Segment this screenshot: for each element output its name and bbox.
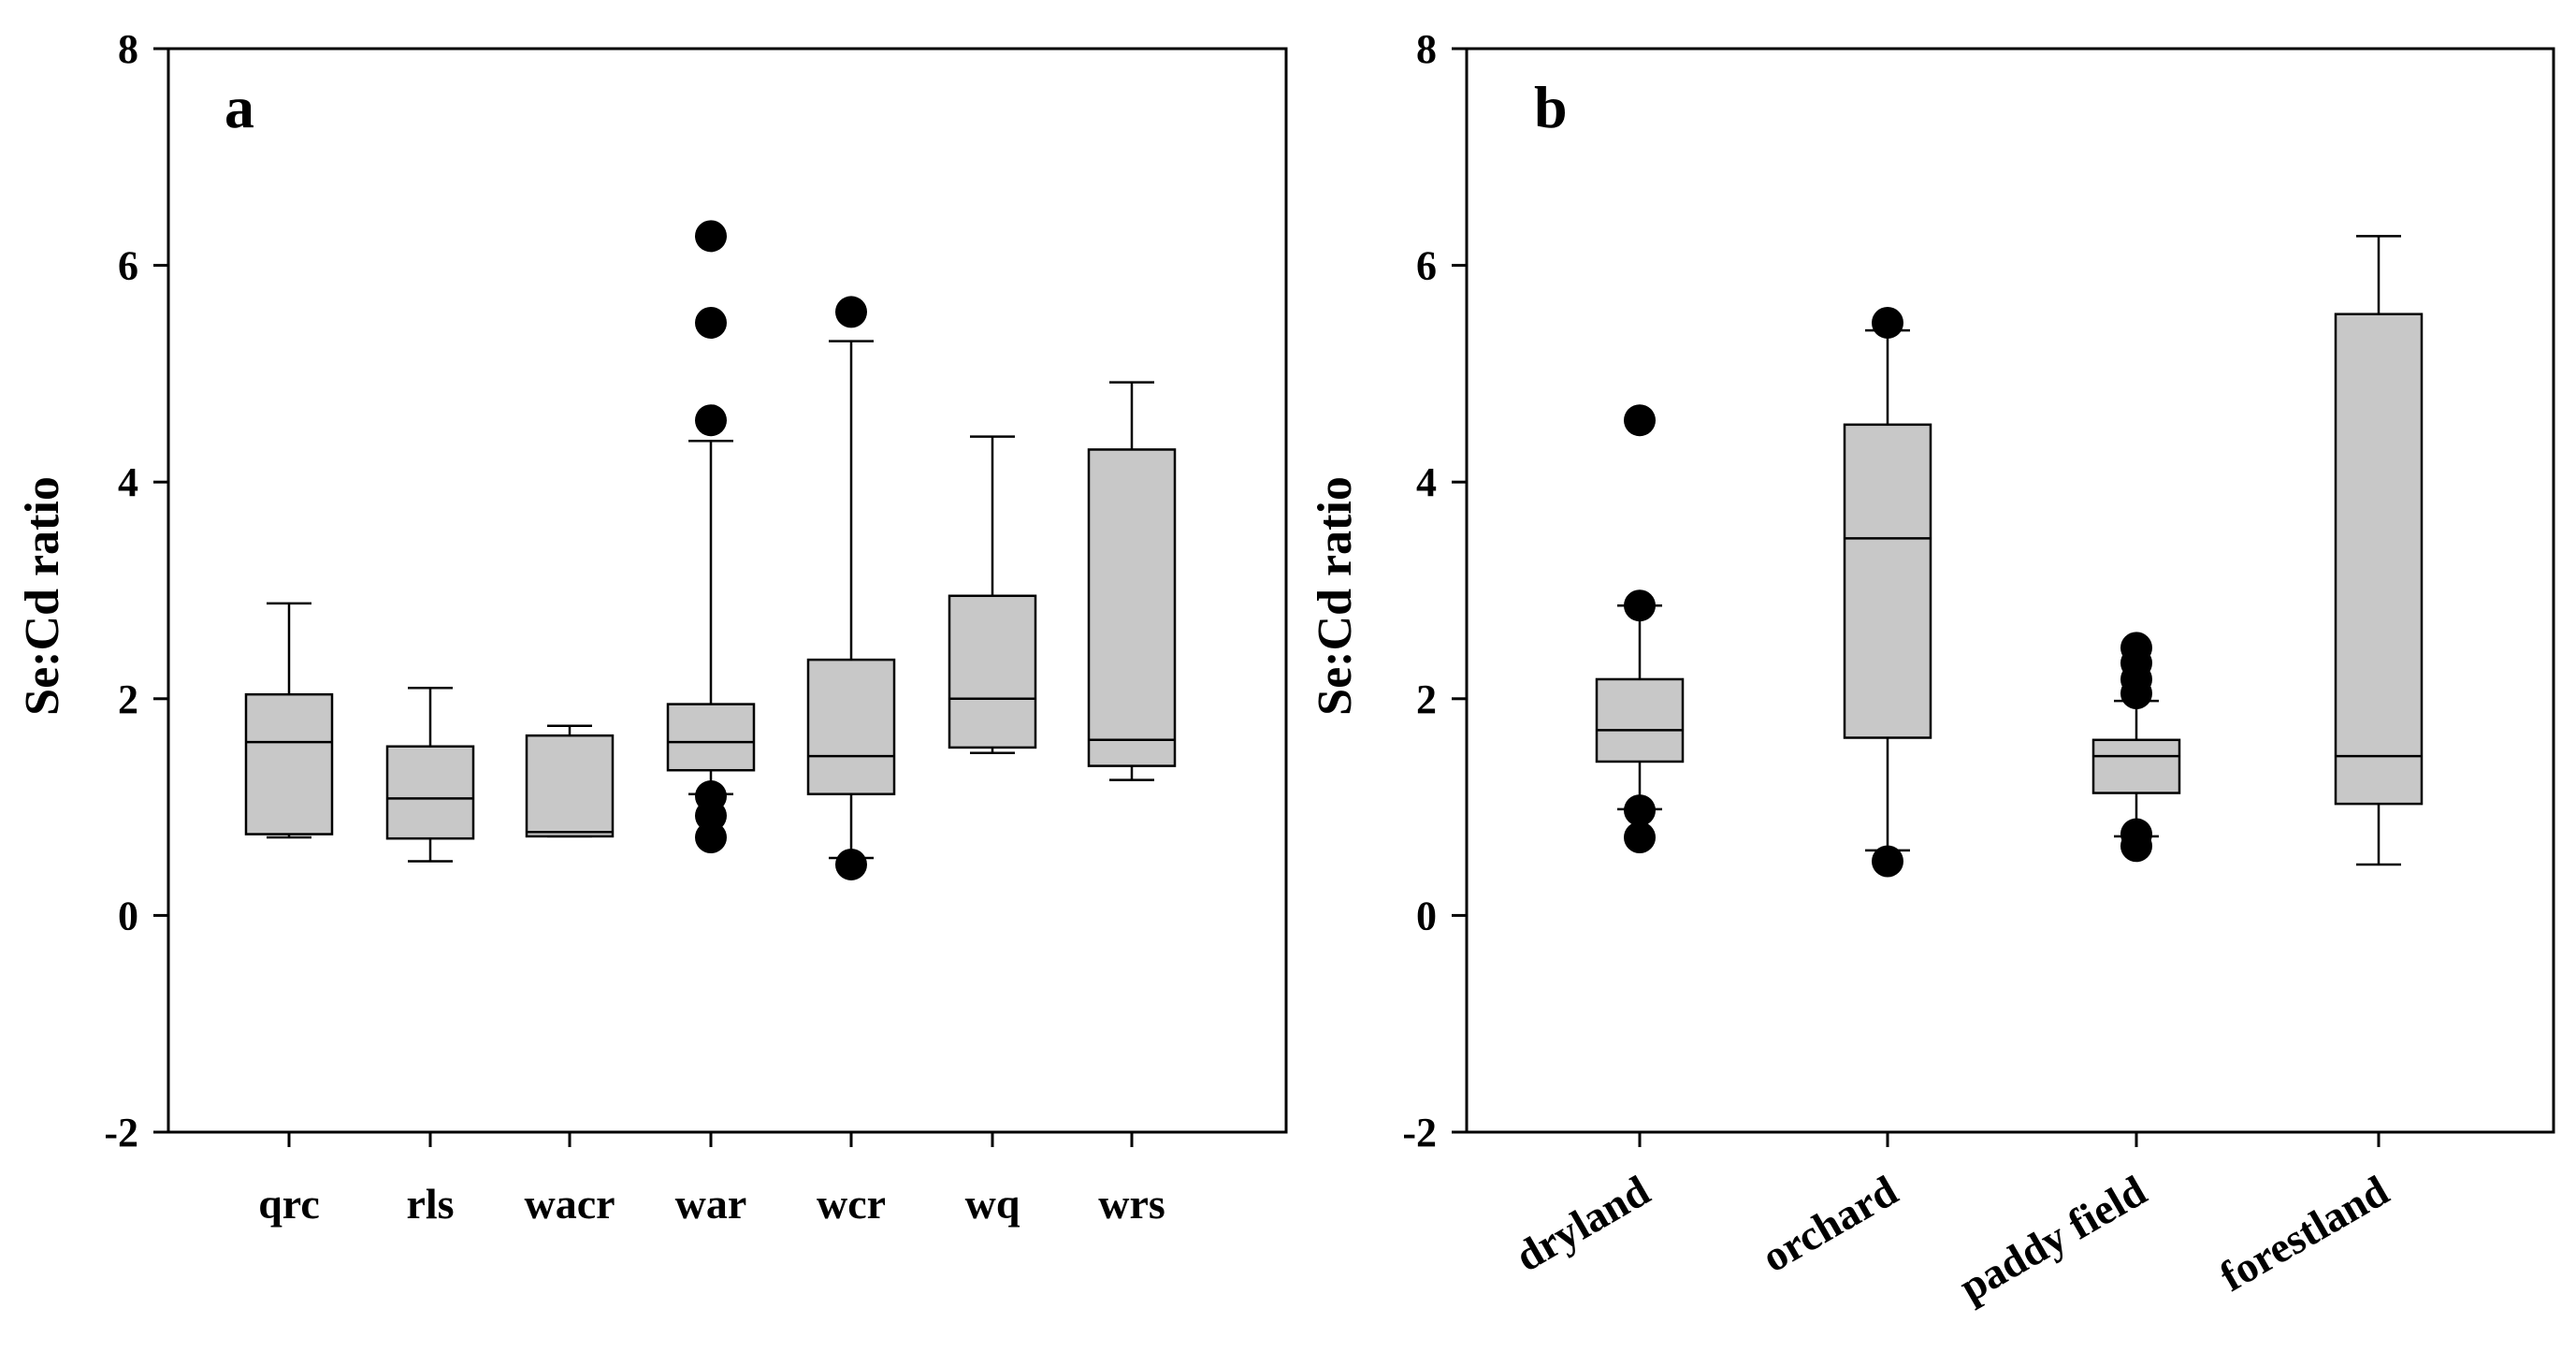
x-label-a-wq: wq (965, 1180, 1020, 1228)
x-label-b-paddy-field: paddy field (1951, 1166, 2154, 1311)
x-label-b-dryland: dryland (1507, 1166, 1657, 1280)
outlier-b-paddy-field-3 (2120, 677, 2152, 710)
panel-b-y-tick-label--2: -2 (1402, 1110, 1437, 1156)
box-a-wrs (1087, 381, 1177, 1147)
panel-b-y-tick-label-0: 0 (1416, 893, 1437, 938)
outlier-b-paddy-field-5 (2120, 830, 2152, 863)
box-b-orchard (1843, 306, 1932, 1147)
box-body-b-orchard (1843, 423, 1932, 739)
x-label-a-war: war (675, 1180, 747, 1228)
x-label-a-wcr: wcr (817, 1180, 886, 1228)
panel-a-y-tick-label--2: -2 (104, 1110, 138, 1156)
outlier-b-dryland-0 (1624, 404, 1656, 437)
panel-a-y-tick-label-4: 4 (118, 459, 138, 505)
box-body-a-qrc (244, 692, 334, 836)
panel-a-letter: a (224, 74, 254, 140)
panel-a-y-tick-label-2: 2 (118, 676, 138, 722)
panel-a-y-axis-title: Se:Cd ratio (16, 476, 69, 716)
panel-b-y-tick-label-6: 6 (1416, 243, 1437, 289)
panel-a-y-tick-label-6: 6 (118, 243, 138, 289)
box-body-a-wq (948, 594, 1037, 749)
panel-a-y-tick-label-8: 8 (118, 26, 138, 72)
outlier-b-orchard-1 (1872, 845, 1903, 878)
panel-b-frame (1465, 47, 2555, 1134)
box-body-b-dryland (1595, 677, 1685, 763)
outlier-b-dryland-2 (1624, 794, 1656, 827)
box-body-a-rls (385, 745, 475, 840)
box-a-wcr (806, 296, 896, 1147)
box-a-war (666, 220, 756, 1147)
x-label-a-wrs: wrs (1098, 1180, 1165, 1228)
outlier-b-orchard-0 (1872, 306, 1903, 339)
panel-b-y-tick-label-4: 4 (1416, 459, 1437, 505)
outlier-a-war-5 (695, 821, 727, 854)
panel-b-y-tick-label-8: 8 (1416, 26, 1437, 72)
panel-b-letter: b (1534, 74, 1568, 140)
outlier-b-dryland-3 (1624, 821, 1656, 854)
x-label-a-wacr: wacr (524, 1180, 615, 1228)
outlier-a-wcr-1 (835, 848, 867, 880)
box-body-b-paddy-field (2091, 738, 2181, 794)
box-body-a-wacr (525, 734, 615, 838)
outlier-a-war-2 (695, 404, 727, 437)
outlier-a-war-1 (695, 306, 727, 339)
box-body-b-forestland (2334, 313, 2424, 806)
x-label-a-qrc: qrc (258, 1180, 320, 1228)
panel-a-y-tick-label-0: 0 (118, 893, 138, 938)
box-b-dryland (1595, 404, 1685, 1147)
panel-b-y-tick-label-2: 2 (1416, 676, 1437, 722)
box-body-a-war (666, 703, 756, 772)
x-label-b-forestland: forestland (2212, 1166, 2397, 1301)
x-label-b-orchard: orchard (1754, 1166, 1905, 1281)
box-a-wq (948, 435, 1037, 1147)
outlier-a-wcr-0 (835, 296, 867, 328)
panel-a: a Se:Cd ratio -2 0 2 4 6 8 qrc rls wacr war wcr wq w… (16, 26, 1288, 1228)
box-b-forestland (2334, 235, 2424, 1147)
panel-b-y-axis-title: Se:Cd ratio (1309, 476, 1362, 716)
outlier-b-dryland-1 (1624, 589, 1656, 622)
box-a-rls (385, 686, 475, 1147)
box-body-a-wcr (806, 658, 896, 795)
box-b-paddy-field (2091, 632, 2181, 1147)
panel-b: b Se:Cd ratio -2 0 2 4 6 8 dryland orchard paddy… (1309, 26, 2555, 1311)
outlier-a-war-0 (695, 220, 727, 253)
x-label-a-rls: rls (406, 1180, 454, 1228)
box-body-a-wrs (1087, 448, 1177, 767)
box-a-wacr (525, 724, 615, 1147)
box-a-qrc (244, 602, 334, 1147)
panel-a-frame (166, 47, 1288, 1134)
